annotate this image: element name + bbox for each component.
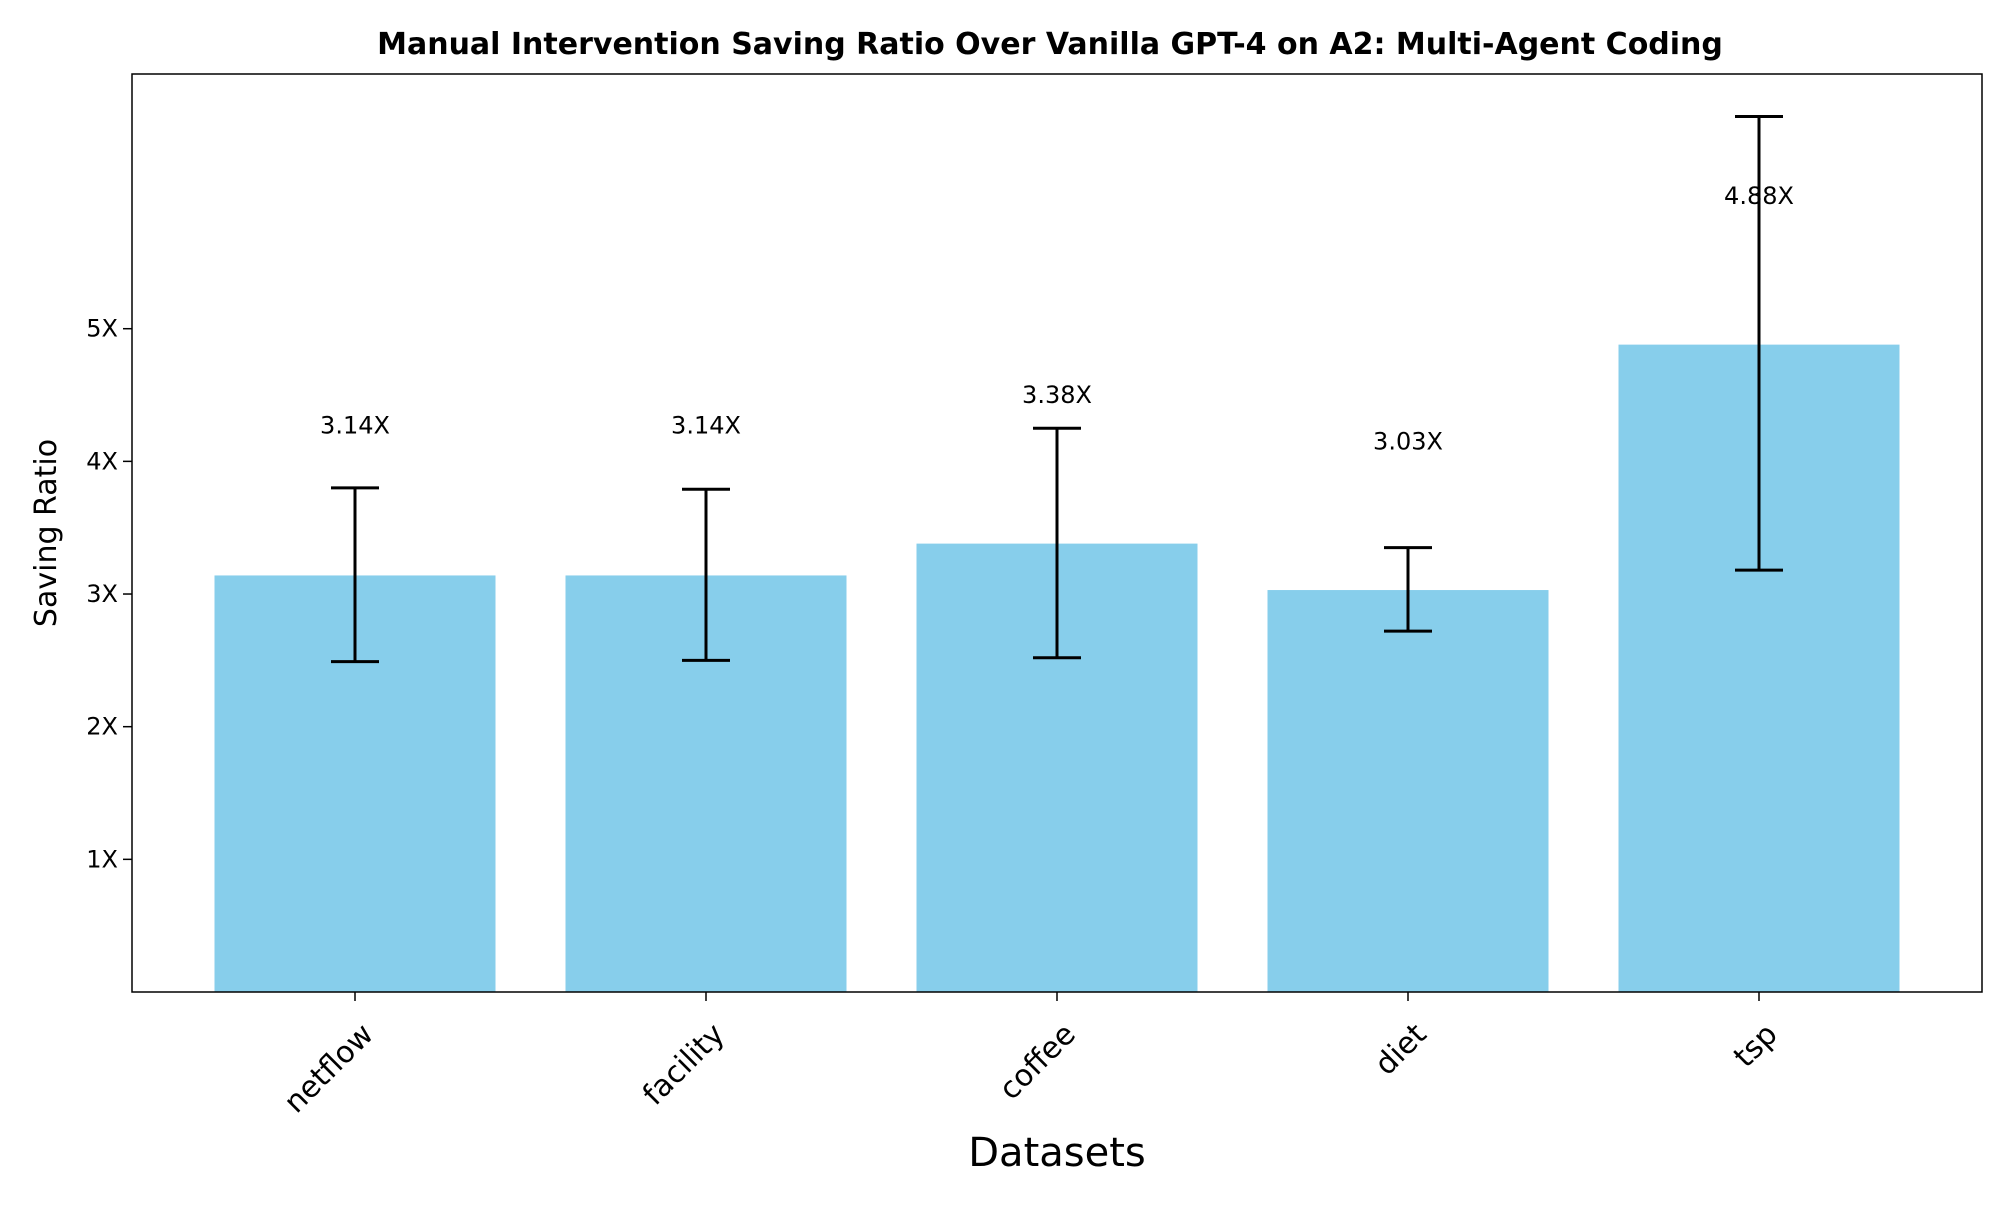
x-tick-label-coffee: coffee (993, 1017, 1083, 1107)
y-tick-label-3: 3X (86, 580, 118, 608)
data-labels-layer: 3.14X 3.14X 3.38X 3.03X 4.88X (320, 182, 1794, 455)
y-tick-label-4: 4X (86, 447, 118, 475)
data-label-coffee: 3.38X (1022, 381, 1092, 409)
error-bars-layer (331, 114, 1783, 664)
bar-diet (1267, 590, 1549, 992)
x-axis-label: Datasets (968, 1130, 1145, 1176)
y-tick-label-2: 2X (86, 713, 118, 741)
data-label-tsp: 4.88X (1724, 182, 1794, 210)
data-label-diet: 3.03X (1373, 427, 1443, 455)
y-tick-label-1: 1X (86, 845, 118, 873)
x-tick-label-tsp: tsp (1727, 1017, 1785, 1075)
x-tick-label-diet: diet (1368, 1017, 1434, 1083)
x-axis: netflow facility coffee diet tsp (277, 992, 1785, 1120)
data-label-netflow: 3.14X (320, 412, 390, 440)
x-tick-label-netflow: netflow (277, 1017, 380, 1120)
y-axis: 1X 2X 3X 4X 5X (86, 315, 132, 873)
bars-layer (214, 344, 1900, 992)
y-axis-label: Saving Ratio (29, 439, 64, 627)
chart-title: Manual Intervention Saving Ratio Over Va… (377, 27, 1723, 62)
x-tick-label-facility: facility (636, 1017, 731, 1112)
y-tick-label-5: 5X (86, 315, 118, 343)
data-label-facility: 3.14X (671, 412, 741, 440)
